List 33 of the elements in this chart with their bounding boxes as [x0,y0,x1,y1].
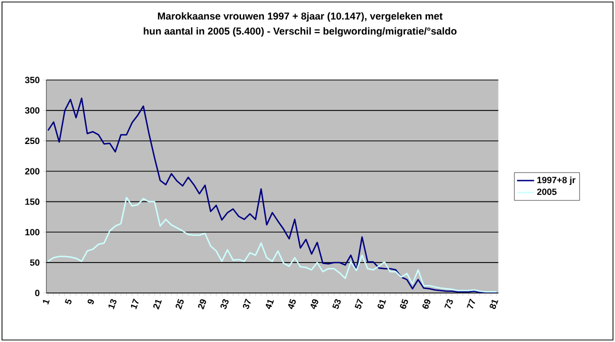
x-tick-label: 41 [266,300,274,310]
y-tick-label: 300 [24,107,40,114]
x-tick-label: 21 [153,300,162,310]
x-tick-label: 13 [108,299,116,310]
chart-subtitle: hun aantal in 2005 (5.400) - Verschil = belgwording/migratie/°saldo [144,27,457,37]
x-tick-label: 53 [332,299,341,310]
y-tick-label: 100 [25,228,40,236]
x-tick-label: 29 [198,299,206,310]
x-tick-label: 57 [354,298,363,310]
legend-label: 2005 [537,188,557,195]
x-tick-label: 81 [490,300,498,310]
y-tick-label: 200 [25,168,40,174]
y-tick-label: 0 [35,290,40,296]
legend-label: 1997+8 jr [537,176,576,185]
x-tick-label: 25 [176,298,184,310]
x-tick-label: 73 [444,299,453,309]
x-tick-label: 37 [242,298,251,310]
x-tick-label: 77 [466,298,476,309]
x-tick-label: 1 [42,300,50,305]
x-tick-label: 17 [130,298,139,310]
x-tick-label: 65 [400,298,408,309]
x-tick-label: 61 [378,300,386,309]
y-tick-label: 350 [24,76,40,84]
x-tick-label: 33 [220,299,229,310]
x-tick-label: 69 [422,299,430,309]
x-tick-label: 49 [310,299,318,310]
chart-title: Marokkaanse vrouwen 1997 + 8jaar (10.147), vergeleken met [158,12,443,22]
y-tick-label: 50 [30,259,40,266]
y-tick-label: 150 [25,198,40,205]
x-tick-label: 9 [88,299,94,304]
x-tick-label: 45 [288,298,296,310]
x-tick-label: 5 [64,298,72,304]
y-tick-label: 250 [25,138,40,144]
